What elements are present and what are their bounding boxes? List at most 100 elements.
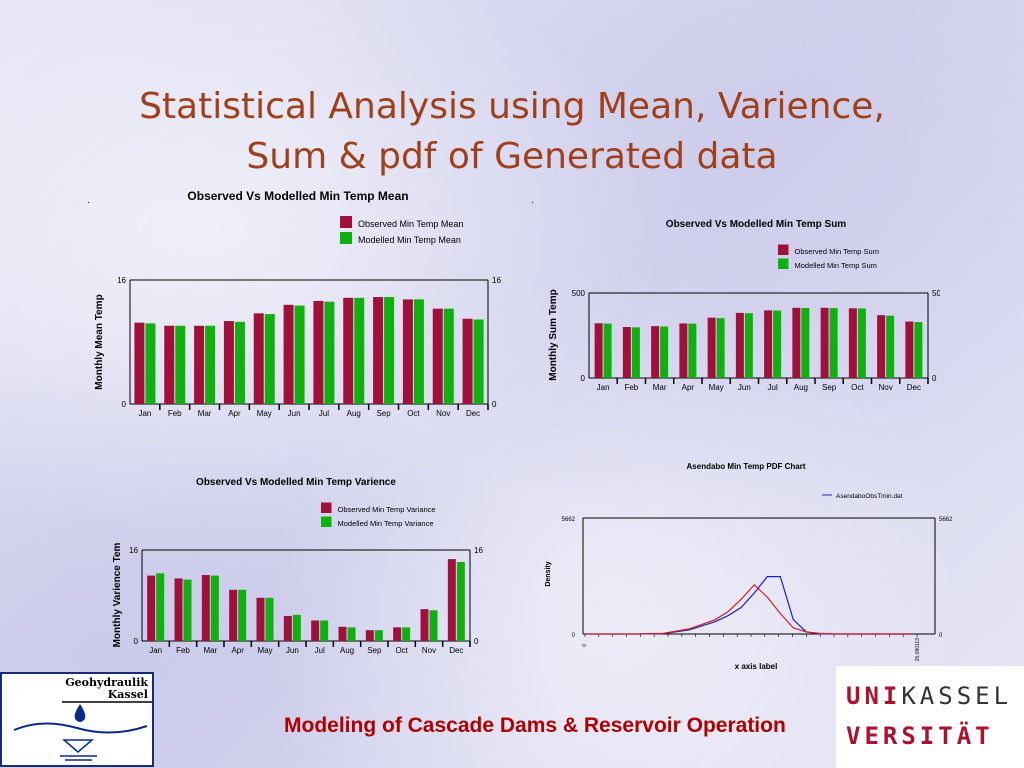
x-tick-label: Nov [436, 409, 450, 418]
bar-modelled [716, 318, 725, 378]
y-tick-label-right-bottom: 0 [492, 400, 497, 409]
legend-label: Observed Min Temp Mean [358, 219, 463, 229]
bar-observed [311, 620, 320, 641]
bar-modelled [443, 308, 454, 404]
y-tick-label-bottom: 0 [572, 633, 576, 639]
bar-modelled [292, 614, 301, 641]
chart-title: Observed Vs Modelled Min Temp Varience [196, 477, 396, 488]
bar-modelled [857, 308, 866, 378]
y-tick-label-bottom: 0 [134, 637, 139, 646]
bar-modelled [354, 297, 365, 404]
slide-title: Statistical Analysis using Mean, Varienc… [0, 82, 1024, 182]
legend-label: Observed Min Temp Sum [795, 247, 879, 256]
bar-observed [223, 321, 234, 404]
bar-modelled [145, 323, 156, 404]
chart-min-temp-mean: Observed Vs Modelled Min Temp Mean Observ… [94, 189, 501, 418]
y-tick-label-top: 500 [572, 289, 586, 298]
bar-observed [432, 308, 443, 404]
y-axis-label: Monthly Sum Temp [548, 289, 559, 380]
bar-modelled [264, 314, 275, 404]
bar-modelled [402, 627, 411, 641]
x-tick-label: Mar [653, 383, 667, 392]
x-axis-label: x axis label [735, 662, 778, 671]
y-tick-label-right-top: 16 [492, 276, 501, 285]
bar-observed [194, 325, 205, 404]
x-tick-label: Feb [176, 646, 190, 655]
bar-observed [256, 597, 265, 641]
bar-modelled [801, 307, 810, 378]
x-tick-label: Apr [231, 646, 244, 655]
logo-right-uni: UNI [846, 682, 902, 710]
legend-swatch [340, 232, 352, 244]
x-tick-label: Jun [286, 646, 299, 655]
bar-modelled [238, 589, 247, 641]
x-tick-label: Jun [288, 409, 301, 418]
bar-observed [393, 627, 402, 641]
bar-observed [134, 322, 145, 404]
x-tick-label: Jan [138, 409, 151, 418]
x-tick-label: Jul [319, 409, 329, 418]
x-tick-label: Sep [367, 646, 382, 655]
bar-modelled [429, 610, 438, 641]
x-tick-label: Apr [682, 383, 695, 392]
bar-modelled [234, 321, 245, 404]
geohydraulik-logo: Geohydraulik Kassel [0, 672, 154, 767]
bar-modelled [205, 325, 216, 404]
x-tick-label: Oct [851, 383, 864, 392]
x-tick-label: Jun [738, 383, 751, 392]
x-tick-label: Mar [203, 646, 217, 655]
chart-title: Observed Vs Modelled Min Temp Sum [666, 219, 847, 230]
x-tick-label: Jan [597, 383, 610, 392]
x-tick-label: Jul [315, 646, 325, 655]
bar-observed [373, 297, 384, 404]
bar-modelled [631, 327, 640, 378]
bar-modelled [886, 315, 895, 378]
logo-right-line2: VERSITÄT [846, 722, 994, 750]
legend-swatch [778, 244, 789, 255]
legend-swatch [340, 216, 352, 228]
bar-modelled [347, 627, 356, 641]
x-tick-label: Oct [407, 409, 420, 418]
chart-min-temp-variance: Observed Vs Modelled Min Temp Varience Ob… [112, 477, 483, 655]
pdf-line-observed [585, 576, 911, 635]
bar-modelled [374, 630, 383, 641]
x-tick-label: May [709, 383, 724, 392]
pdf-line-generated [585, 583, 911, 635]
y-axis-label: Density [545, 561, 552, 586]
bar-observed [338, 626, 347, 641]
bar-modelled [413, 299, 424, 404]
bar-observed [343, 297, 354, 404]
x-tick-label: Dec [466, 409, 480, 418]
bar-modelled [183, 579, 192, 641]
bar-modelled [210, 575, 219, 641]
legend-swatch [321, 516, 332, 527]
x-tick-label: Nov [879, 383, 893, 392]
y-tick-label-right-top: 5662 [939, 517, 953, 523]
logo-right-kassel: KASSEL [901, 682, 1013, 710]
logo-right-line1: UNIKASSEL [846, 682, 1012, 710]
uni-kassel-logo: UNIKASSEL VERSITÄT [836, 666, 1024, 768]
legend-swatch [321, 502, 332, 513]
y-axis-label: Monthly Varience Tem [112, 542, 123, 647]
x-tick-label: Mar [198, 409, 212, 418]
x-tick-label: Feb [624, 383, 638, 392]
bar-observed [164, 325, 175, 404]
slide-title-line1: Statistical Analysis using Mean, Varienc… [139, 86, 885, 127]
chart-min-temp-sum: Observed Vs Modelled Min Temp Sum Observe… [548, 219, 940, 392]
bar-modelled [384, 297, 395, 404]
y-tick-label-bottom: 0 [122, 400, 127, 409]
bar-observed [848, 308, 857, 378]
bar-observed [283, 304, 294, 404]
bar-observed [253, 313, 264, 404]
x-tick-label: Sep [822, 383, 837, 392]
y-tick-label-top: 5662 [562, 517, 576, 523]
bar-observed [402, 299, 413, 404]
bar-modelled [688, 323, 697, 378]
bar-observed [420, 609, 429, 641]
legend-label: Modelled Min Temp Variance [338, 519, 434, 528]
bar-observed [877, 315, 886, 378]
x-tick-label: Feb [168, 409, 182, 418]
x-tick-label: Oct [395, 646, 408, 655]
x-tick-label: Aug [340, 646, 354, 655]
y-axis-label: Monthly Mean Temp [94, 294, 105, 389]
